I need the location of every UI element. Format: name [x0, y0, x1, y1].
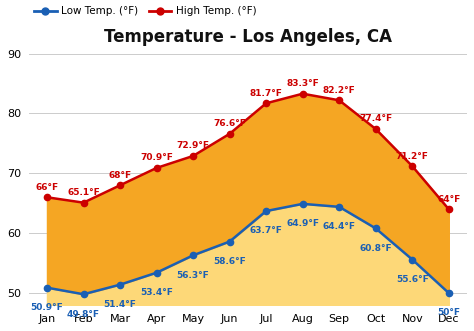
- Text: 65.1°F: 65.1°F: [67, 188, 100, 197]
- Text: 50.9°F: 50.9°F: [31, 303, 64, 312]
- Text: 56.3°F: 56.3°F: [177, 271, 210, 280]
- Text: 64.9°F: 64.9°F: [286, 219, 319, 228]
- Text: 64.4°F: 64.4°F: [323, 222, 356, 231]
- Text: 55.6°F: 55.6°F: [396, 275, 428, 284]
- Text: 77.4°F: 77.4°F: [359, 115, 392, 123]
- Text: 70.9°F: 70.9°F: [140, 153, 173, 163]
- Text: 81.7°F: 81.7°F: [250, 89, 283, 98]
- Text: 82.2°F: 82.2°F: [323, 86, 356, 95]
- Text: 68°F: 68°F: [109, 171, 132, 180]
- Text: 63.7°F: 63.7°F: [250, 226, 283, 235]
- Text: 51.4°F: 51.4°F: [104, 300, 137, 309]
- Text: 58.6°F: 58.6°F: [213, 257, 246, 266]
- Text: 53.4°F: 53.4°F: [140, 288, 173, 297]
- Text: 66°F: 66°F: [36, 183, 58, 192]
- Text: 71.2°F: 71.2°F: [396, 152, 428, 161]
- Text: 49.8°F: 49.8°F: [67, 309, 100, 318]
- Text: 72.9°F: 72.9°F: [177, 141, 210, 150]
- Legend: Low Temp. (°F), High Temp. (°F): Low Temp. (°F), High Temp. (°F): [34, 7, 256, 17]
- Title: Temperature - Los Angeles, CA: Temperature - Los Angeles, CA: [104, 28, 392, 46]
- Text: 60.8°F: 60.8°F: [359, 244, 392, 253]
- Text: 83.3°F: 83.3°F: [286, 79, 319, 88]
- Text: 64°F: 64°F: [437, 195, 460, 204]
- Text: 50°F: 50°F: [438, 308, 460, 317]
- Text: 76.6°F: 76.6°F: [213, 119, 246, 128]
